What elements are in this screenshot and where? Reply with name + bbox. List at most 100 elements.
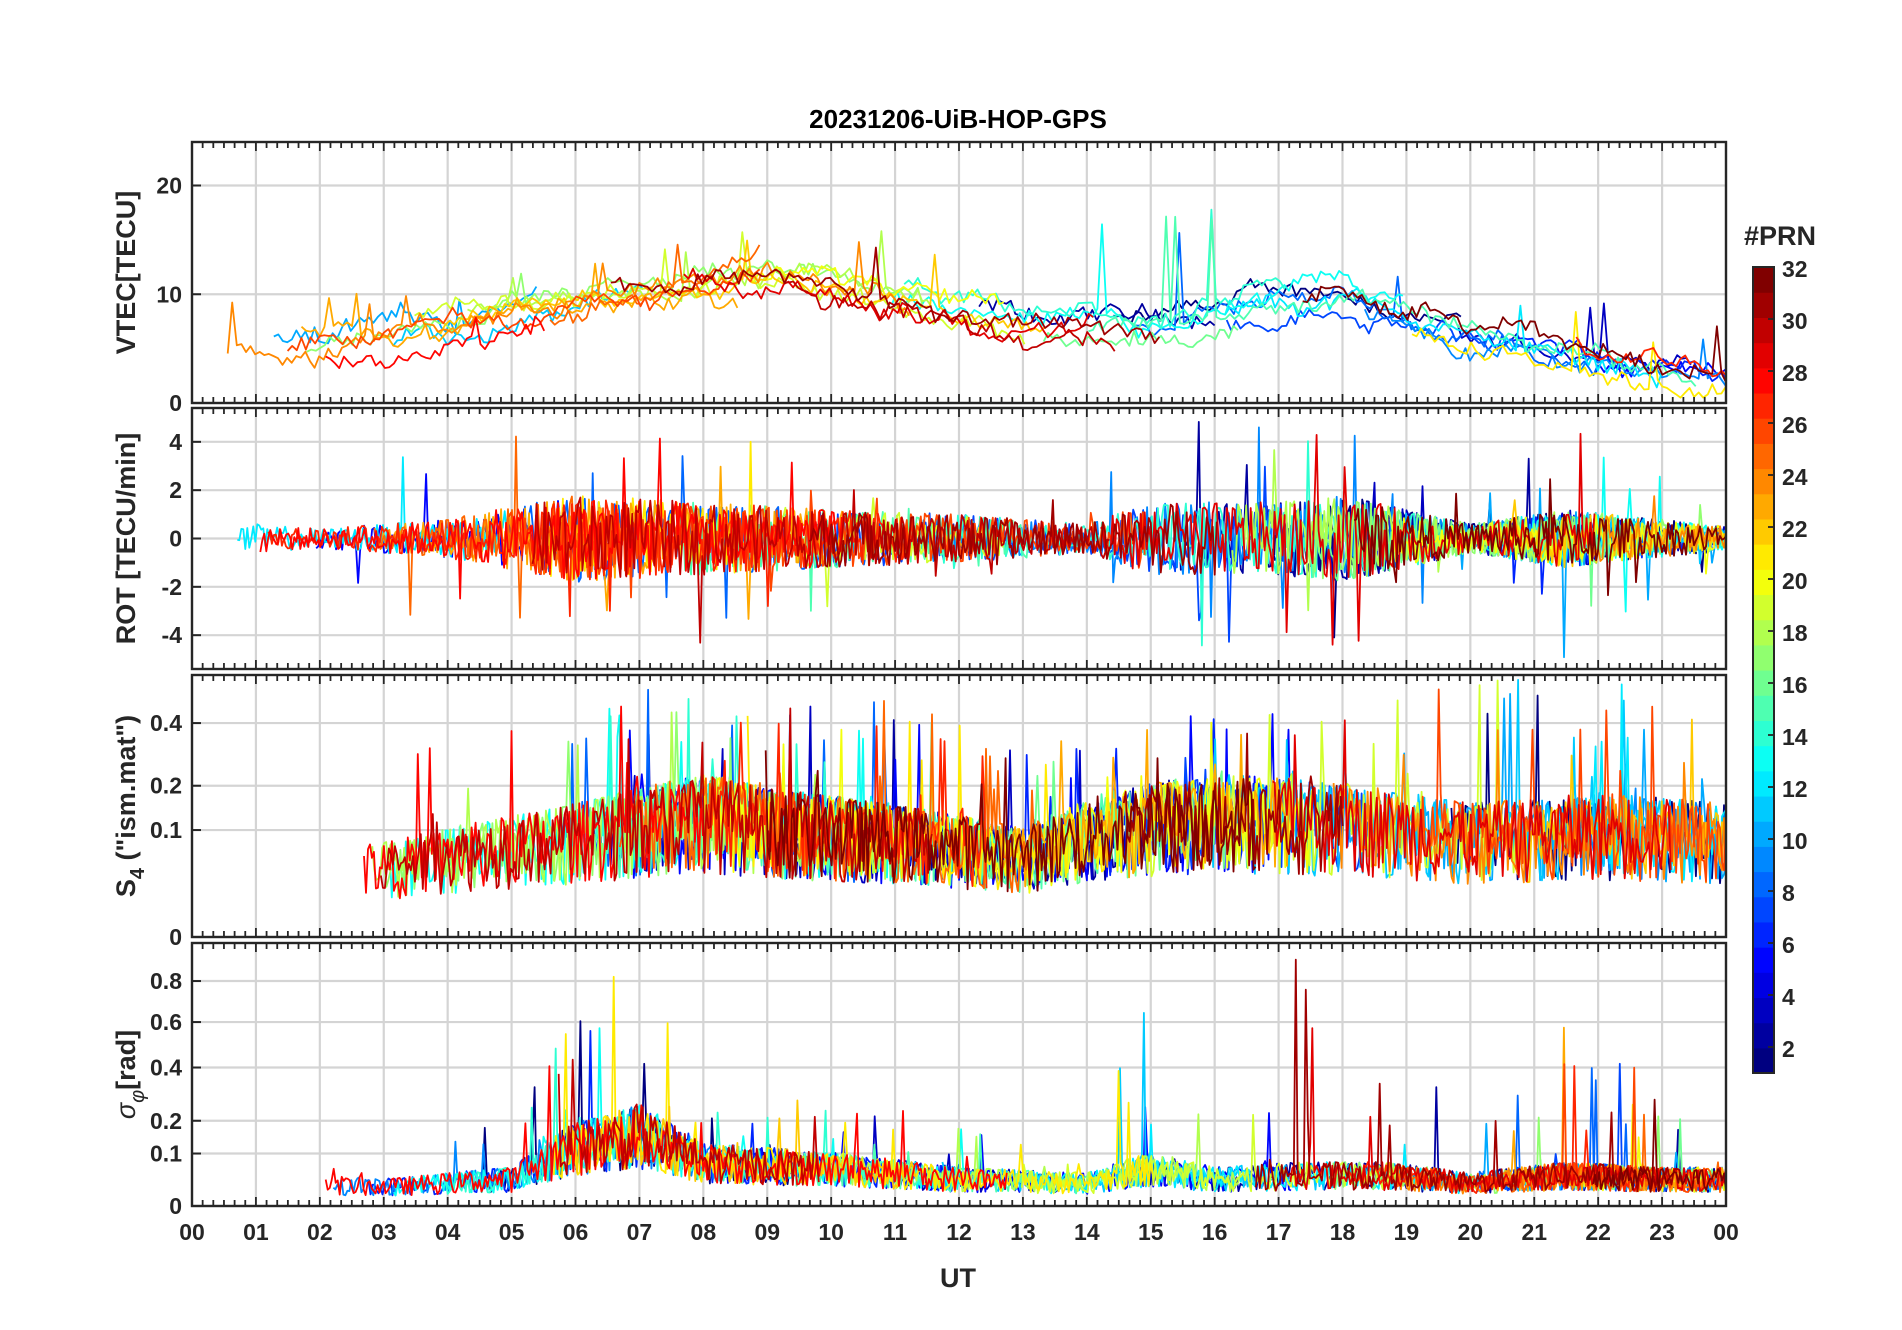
colorbar-segment [1753, 493, 1774, 520]
minor-ticks-rot [191, 408, 1727, 669]
colorbar-tick-label: 4 [1782, 984, 1795, 1010]
colorbar-segment [1753, 846, 1774, 873]
x-tick-label: 05 [499, 1219, 525, 1245]
colorbar-segment [1753, 997, 1774, 1024]
colorbar-tick-label: 28 [1782, 360, 1808, 386]
y-axis-label-sigphi: σφ[rad] [111, 1030, 149, 1119]
panel-sigphi: 0.8 0.6 0.4 0.2 0.1 0 σφ[rad] [111, 941, 1728, 1219]
colorbar-tick-label: 10 [1782, 828, 1808, 854]
x-tick-label: 00 [179, 1219, 205, 1245]
colorbar-segment [1753, 267, 1774, 293]
colorbar-tick-label: 24 [1782, 464, 1808, 490]
colorbar-segment [1753, 468, 1774, 495]
traces-sigphi [324, 958, 1726, 1197]
colorbar-tick-label: 6 [1782, 932, 1795, 958]
x-tick-label: 19 [1394, 1219, 1420, 1245]
colorbar-segment [1753, 972, 1774, 999]
colorbar-tick-label: 8 [1782, 880, 1795, 906]
series-prn-19 [414, 231, 1026, 345]
x-tick-label: 01 [243, 1219, 269, 1245]
y-tick-label: 2 [169, 477, 182, 503]
x-tick-label: 08 [691, 1219, 717, 1245]
x-axis-ticks: 00 01 02 03 04 05 06 07 08 09 10 11 12 13 14 15 16 17 18 19… [179, 1219, 1739, 1245]
x-tick-label: 16 [1202, 1219, 1228, 1245]
colorbar-segment [1753, 1022, 1774, 1049]
series-prn-31 [610, 246, 1161, 344]
y-tick-label: 0.1 [150, 1141, 182, 1167]
y-tick-label: 0.4 [150, 1055, 182, 1081]
colorbar-segment [1753, 518, 1774, 545]
y-tick-label: 10 [156, 281, 182, 307]
colorbar-tick-label: 20 [1782, 568, 1808, 594]
x-tick-label: 12 [946, 1219, 972, 1245]
x-tick-label: 11 [883, 1219, 908, 1245]
x-tick-label: 18 [1330, 1219, 1356, 1245]
series-prn-23 [998, 729, 1294, 888]
colorbar-segment [1753, 720, 1774, 747]
y-tick-label: 0.1 [150, 817, 182, 843]
colorbar-tick-label: 22 [1782, 516, 1808, 542]
series-prn-29 [1100, 432, 1596, 646]
colorbar-segment [1753, 1047, 1774, 1074]
x-axis-label: UT [940, 1263, 976, 1293]
colorbar-segment [1753, 392, 1774, 419]
traces-vtec [226, 208, 1726, 399]
series-prn-32 [1302, 285, 1726, 383]
colorbar-tick-label: 26 [1782, 412, 1808, 438]
y-tick-label: 0.2 [150, 1108, 182, 1134]
minor-ticks-s4 [191, 675, 1727, 937]
series-prn-15 [1088, 215, 1697, 387]
x-tick-label: 09 [754, 1219, 780, 1245]
chart-title: 20231206-UiB-HOP-GPS [809, 104, 1107, 134]
series-prn-20 [743, 265, 1005, 305]
x-tick-label: 14 [1074, 1219, 1100, 1245]
colorbar-segment [1753, 670, 1774, 696]
y-tick-label: 0 [169, 526, 182, 552]
x-tick-label: 17 [1266, 1219, 1292, 1245]
y-tick-label: -2 [162, 574, 182, 600]
x-tick-label: 23 [1649, 1219, 1675, 1245]
series-prn-31 [1122, 732, 1344, 876]
colorbar-segment [1753, 921, 1774, 948]
series-prn-30 [557, 1058, 820, 1186]
panel-vtec: 20 10 0 VTEC[TECU] [111, 140, 1728, 416]
colorbar-segment [1753, 821, 1774, 847]
colorbar-segment [1753, 619, 1774, 646]
x-tick-label: 07 [627, 1219, 653, 1245]
y-tick-label: 20 [156, 173, 182, 199]
x-tick-label: 22 [1585, 1219, 1611, 1245]
y-tick-label: 0.8 [150, 968, 182, 994]
colorbar-tick-label: 16 [1782, 672, 1808, 698]
y-tick-label: 0.4 [150, 710, 182, 736]
y-axis-label-vtec: VTEC[TECU] [111, 191, 141, 355]
series-prn-28 [324, 1065, 1008, 1196]
series-prn-27 [1575, 336, 1726, 378]
colorbar: 32 30 28 26 24 22 20 18 16 14 12 10 8 6 4 2 [1752, 256, 1808, 1074]
y-axis-label-rot: ROT [TECU/min] [111, 433, 141, 644]
colorbar-segment [1753, 594, 1774, 621]
series-prn-8 [1133, 232, 1599, 376]
traces-rot [237, 421, 1726, 659]
series-prn-32 [764, 750, 1257, 893]
colorbar-tick-label: 18 [1782, 620, 1808, 646]
x-tick-label: 06 [563, 1219, 589, 1245]
x-tick-label: 03 [371, 1219, 397, 1245]
x-tick-label: 02 [307, 1219, 333, 1245]
colorbar-segment [1753, 443, 1774, 470]
series-prn-30 [784, 280, 1116, 352]
x-tick-label: 10 [818, 1219, 844, 1245]
colorbar-segment [1753, 695, 1774, 721]
series-prn-29 [683, 267, 1094, 343]
colorbar-segment [1753, 544, 1774, 570]
y-tick-label: 0 [169, 1193, 182, 1219]
traces-s4 [363, 679, 1726, 900]
y-tick-label: 0.6 [150, 1009, 182, 1035]
colorbar-segment [1753, 947, 1774, 973]
series-prn-13 [891, 223, 1404, 339]
series-prn-29 [1272, 719, 1672, 883]
series-prn-31 [808, 499, 1218, 576]
y-tick-label: 0 [169, 390, 182, 416]
colorbar-tick-label: 12 [1782, 776, 1808, 802]
colorbar-segment [1753, 317, 1774, 344]
